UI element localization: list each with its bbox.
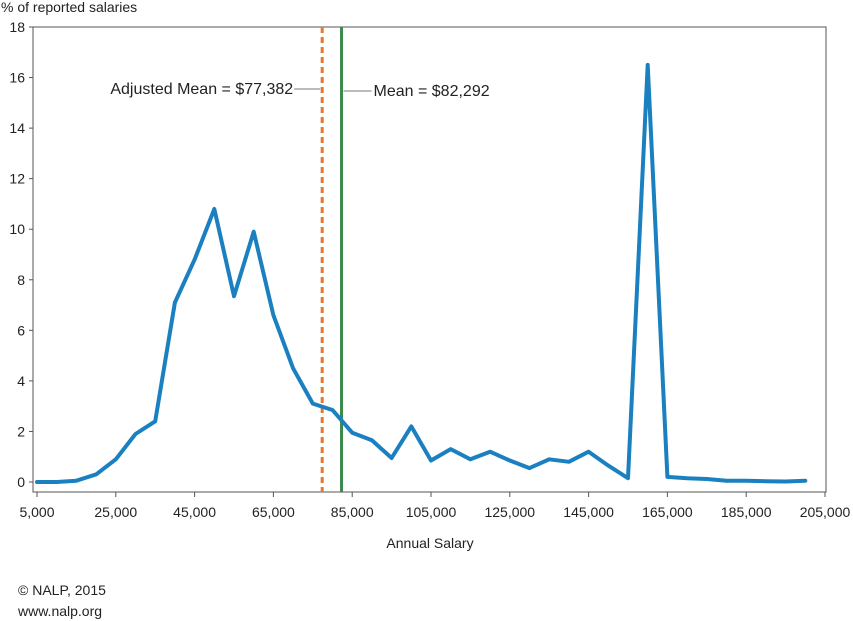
data-point bbox=[252, 230, 256, 234]
y-tick-label: 12 bbox=[9, 171, 25, 187]
data-point bbox=[331, 408, 334, 412]
x-tick-label: 185,000 bbox=[721, 504, 772, 520]
plot-frame bbox=[32, 26, 827, 493]
data-point bbox=[94, 472, 98, 476]
data-point bbox=[55, 480, 59, 484]
copyright-text: © NALP, 2015 bbox=[18, 582, 106, 598]
data-point bbox=[468, 457, 472, 461]
data-point bbox=[803, 479, 807, 483]
x-axis-title: Annual Salary bbox=[386, 535, 473, 551]
data-point bbox=[114, 457, 118, 461]
y-tick-label: 2 bbox=[17, 423, 25, 439]
data-point bbox=[665, 475, 669, 479]
data-point bbox=[528, 466, 531, 470]
x-tick-label: 145,000 bbox=[563, 504, 614, 520]
data-point bbox=[547, 457, 551, 461]
data-point bbox=[153, 419, 157, 423]
data-point bbox=[212, 207, 216, 211]
data-point bbox=[685, 476, 689, 480]
y-tick-label: 6 bbox=[17, 322, 25, 338]
data-point bbox=[134, 432, 137, 436]
data-point bbox=[508, 459, 512, 463]
data-point bbox=[646, 63, 650, 67]
data-point bbox=[271, 313, 275, 317]
x-tick-label: 45,000 bbox=[173, 504, 216, 520]
data-point bbox=[35, 480, 39, 484]
data-point bbox=[744, 479, 748, 483]
x-tick-label: 125,000 bbox=[484, 504, 535, 520]
y-axis-ticks: 0 2 4 6 8 10 12 14 16 18 bbox=[9, 19, 33, 490]
data-point bbox=[291, 366, 295, 370]
y-tick-label: 8 bbox=[17, 272, 25, 288]
data-series bbox=[35, 62, 808, 484]
data-point bbox=[350, 431, 354, 435]
data-point bbox=[311, 402, 315, 406]
y-tick-label: 16 bbox=[9, 70, 25, 86]
x-tick-label: 85,000 bbox=[331, 504, 374, 520]
data-point bbox=[449, 447, 453, 451]
x-tick-label: 65,000 bbox=[252, 504, 295, 520]
y-tick-label: 10 bbox=[9, 221, 25, 237]
data-point bbox=[488, 450, 492, 454]
data-point bbox=[626, 476, 630, 480]
x-tick-label: 165,000 bbox=[642, 504, 693, 520]
y-tick-label: 14 bbox=[9, 120, 25, 136]
reference-lines: Adjusted Mean = $77,382 Mean = $82,292 bbox=[110, 27, 490, 492]
data-point bbox=[784, 479, 788, 483]
data-point bbox=[74, 479, 78, 483]
y-axis-title: % of reported salaries bbox=[1, 0, 137, 15]
data-point bbox=[173, 301, 177, 305]
y-tick-label: 4 bbox=[17, 373, 25, 389]
x-axis-ticks: 5,000 25,000 45,000 65,000 85,000 105,000 125,… bbox=[19, 492, 851, 520]
mean-label: Mean = $82,292 bbox=[374, 83, 490, 100]
data-point bbox=[764, 479, 768, 483]
data-point bbox=[409, 424, 413, 428]
series-line bbox=[35, 62, 808, 484]
website-link[interactable]: www.nalp.org bbox=[18, 603, 103, 619]
x-tick-label: 105,000 bbox=[406, 504, 457, 520]
x-tick-label: 5,000 bbox=[19, 504, 54, 520]
data-point bbox=[587, 450, 591, 454]
data-point bbox=[606, 464, 610, 468]
data-point bbox=[193, 258, 197, 262]
data-point bbox=[390, 456, 394, 460]
data-point bbox=[232, 294, 236, 298]
data-point bbox=[429, 459, 433, 463]
adjusted-mean-label: Adjusted Mean = $77,382 bbox=[110, 81, 293, 98]
data-point bbox=[567, 460, 571, 464]
x-tick-label: 25,000 bbox=[94, 504, 137, 520]
data-point bbox=[370, 438, 374, 442]
data-point bbox=[705, 477, 709, 481]
data-point bbox=[725, 479, 728, 483]
x-tick-label: 205,000 bbox=[800, 504, 851, 520]
y-tick-label: 0 bbox=[17, 474, 25, 490]
y-tick-label: 18 bbox=[9, 19, 25, 35]
